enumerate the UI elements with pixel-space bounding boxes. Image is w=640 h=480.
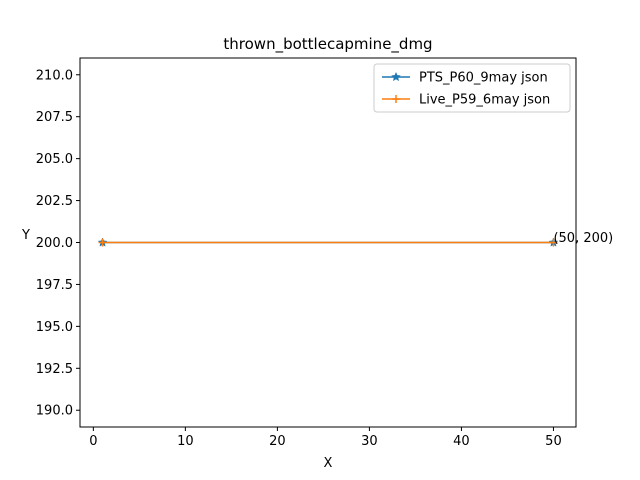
x-tick-label: 0 bbox=[89, 434, 97, 449]
legend-marker bbox=[391, 71, 401, 82]
series-group: (50, 200) bbox=[97, 231, 613, 247]
y-tick-label: 190.0 bbox=[36, 404, 73, 419]
x-tick-label: 50 bbox=[545, 434, 562, 449]
axis-ticks: 0 10 20 30 40 50 190.0 192.5 195.0 197.5 200.0 202.… bbox=[36, 68, 562, 449]
chart-title: thrown_bottlecapmine_dmg bbox=[223, 35, 432, 54]
x-tick-label: 10 bbox=[177, 434, 194, 449]
y-tick-label: 207.5 bbox=[36, 110, 73, 125]
series-1-point bbox=[98, 238, 107, 247]
y-tick-label: 200.0 bbox=[36, 236, 73, 251]
y-tick-label: 210.0 bbox=[36, 68, 73, 83]
x-tick-label: 30 bbox=[361, 434, 378, 449]
y-tick-label: 202.5 bbox=[36, 194, 73, 209]
legend-box bbox=[373, 63, 571, 113]
y-tick-label: 205.0 bbox=[36, 152, 73, 167]
plot-frame bbox=[79, 57, 577, 428]
y-tick-label: 197.5 bbox=[36, 278, 73, 293]
y-axis-label: Y bbox=[21, 228, 30, 243]
legend: PTS_P60_9may json Live_P59_6may json bbox=[373, 63, 571, 113]
x-tick-label: 20 bbox=[269, 434, 286, 449]
x-axis-label: X bbox=[324, 456, 333, 471]
y-tick-label: 192.5 bbox=[36, 362, 73, 377]
legend-label: PTS_P60_9may json bbox=[419, 71, 548, 86]
legend-label: Live_P59_6may json bbox=[419, 93, 550, 108]
legend-marker bbox=[392, 95, 400, 103]
series-1-point bbox=[549, 238, 558, 247]
x-tick-label: 40 bbox=[453, 434, 470, 449]
point-annotation: (50, 200) bbox=[553, 231, 613, 246]
y-tick-label: 195.0 bbox=[36, 320, 73, 335]
